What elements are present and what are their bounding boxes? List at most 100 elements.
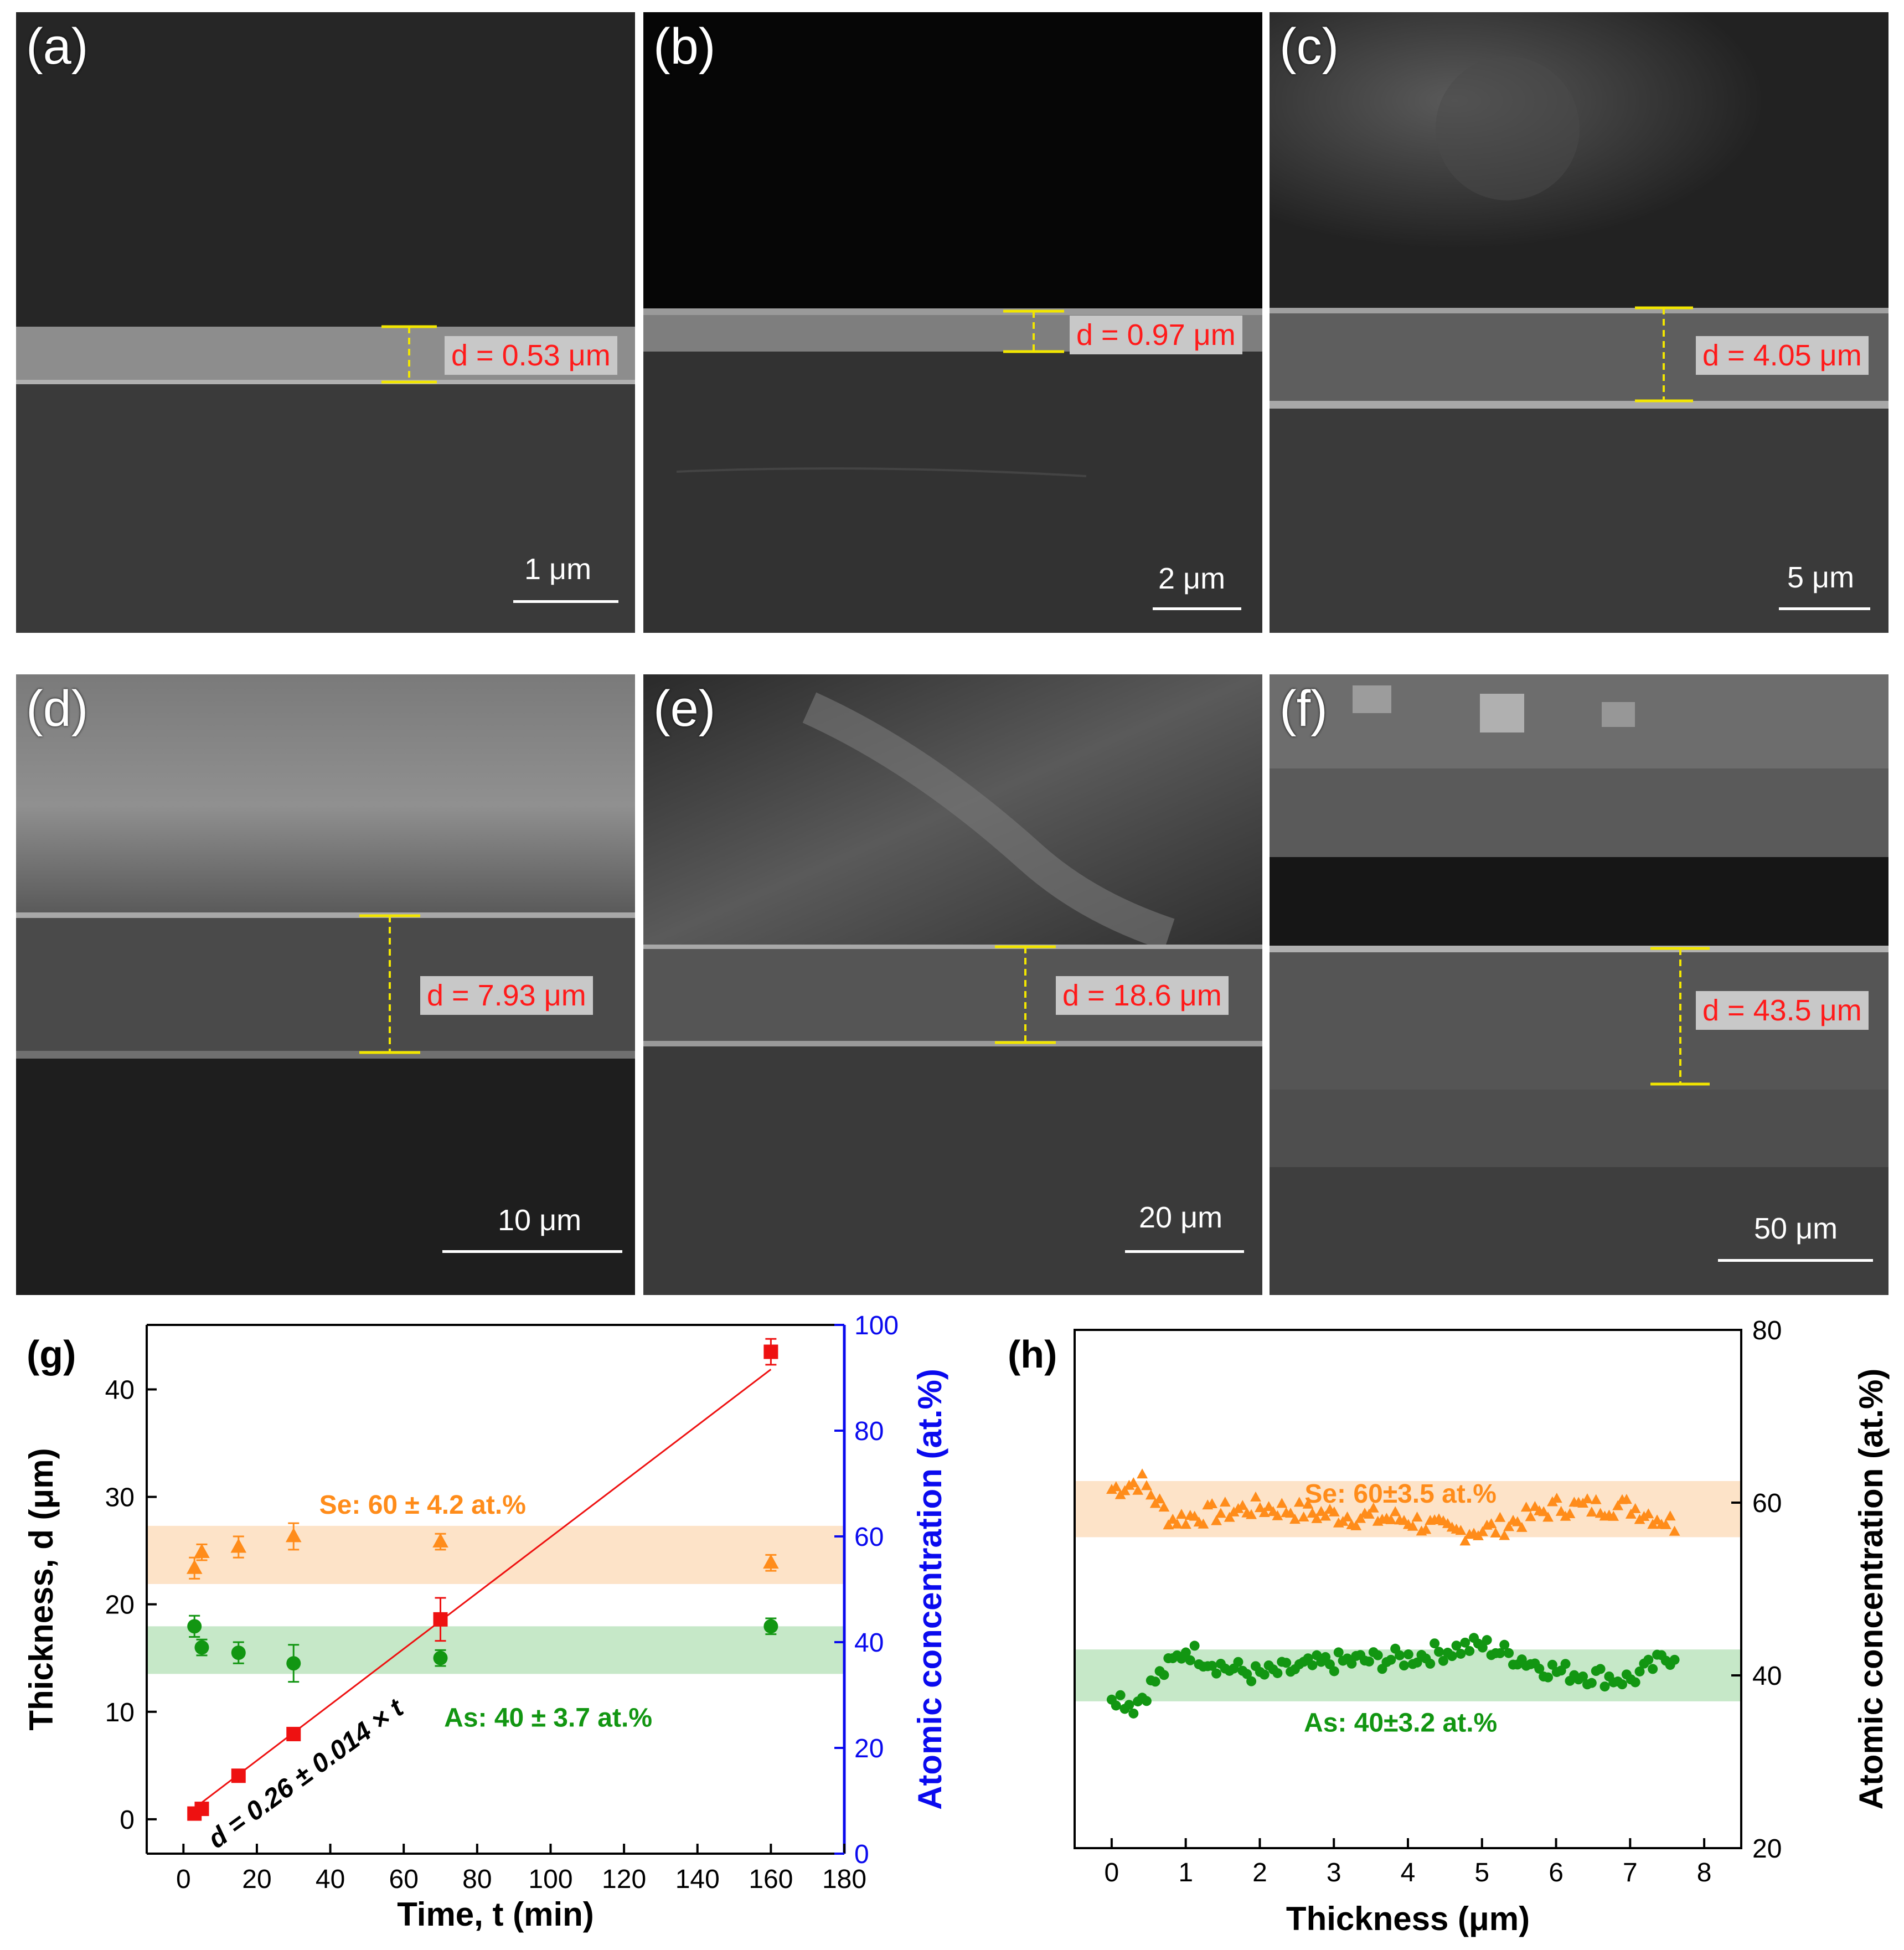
point-s0-34	[1254, 1502, 1266, 1513]
y2tick-label-60: 60	[854, 1523, 884, 1552]
point-s0-57	[1355, 1513, 1366, 1523]
band-label-as: As: 40 ± 3.7 at.%	[444, 1703, 652, 1732]
point-s0-17	[1180, 1519, 1191, 1529]
scalebar-text-e: 20 μm	[1139, 1201, 1223, 1234]
point-s0-45	[1302, 1498, 1314, 1509]
scalebar-text-c: 5 μm	[1787, 561, 1855, 594]
point-s0-85	[1477, 1526, 1488, 1536]
point-s1-98	[1534, 1663, 1545, 1674]
point-s1-82	[1464, 1645, 1475, 1656]
point-s0-105	[1564, 1508, 1576, 1518]
point-s0-70	[1411, 1511, 1423, 1522]
point-s1-38	[1272, 1668, 1283, 1678]
point-s0-25	[1215, 1508, 1226, 1518]
point-s0-0	[1106, 1484, 1117, 1494]
point-s1-85	[1477, 1642, 1488, 1653]
point-s0-24	[1211, 1515, 1222, 1525]
ytick-label-10: 10	[105, 1698, 135, 1727]
ytick-label-20: 20	[105, 1591, 135, 1620]
point-s0-94	[1516, 1521, 1528, 1532]
point-s0-90	[1499, 1530, 1510, 1540]
point-s1-108	[1578, 1671, 1588, 1681]
point-s0-93	[1511, 1516, 1523, 1526]
xtick-label-0: 0	[1105, 1858, 1119, 1887]
point-s0-72	[1420, 1524, 1432, 1534]
point-s0-2	[231, 1768, 246, 1783]
xtick-label-0: 0	[176, 1865, 191, 1894]
point-s1-121	[1634, 1666, 1645, 1676]
point-s1-46	[1307, 1660, 1318, 1670]
y2tick-label-80: 80	[854, 1417, 884, 1446]
point-s1-113	[1599, 1681, 1610, 1692]
point-s1-19	[1189, 1641, 1200, 1651]
point-s1-61	[1372, 1650, 1383, 1660]
chart-g: (g) Se: 60 ± 4.2 at.%As: 40 ± 3.7 at.%d …	[23, 1311, 948, 1933]
sem-image-a	[16, 12, 635, 633]
panel-label-b: (b)	[653, 18, 716, 75]
point-s1-120	[1630, 1677, 1640, 1688]
point-s0-42	[1289, 1514, 1301, 1524]
y2tick-label-100: 100	[854, 1311, 899, 1340]
sem-image-c	[1270, 12, 1888, 633]
point-s1-86	[1482, 1635, 1492, 1645]
point-s0-80	[1455, 1525, 1467, 1535]
point-s2-1	[194, 1640, 209, 1655]
point-s1-4	[432, 1533, 448, 1547]
point-s0-87	[1485, 1518, 1497, 1529]
point-s0-43	[1293, 1497, 1305, 1507]
point-s0-15	[1172, 1518, 1183, 1529]
point-s1-104	[1560, 1659, 1571, 1669]
point-s1-35	[1259, 1669, 1270, 1680]
point-s0-122	[1638, 1511, 1650, 1521]
point-s1-59	[1364, 1656, 1374, 1667]
point-s1-2	[1115, 1690, 1126, 1700]
point-s0-3	[286, 1726, 301, 1741]
point-s1-89	[1495, 1648, 1505, 1658]
scalebar-text-d: 10 μm	[498, 1204, 582, 1237]
point-s0-49	[1320, 1510, 1331, 1521]
xtick-label-2: 2	[1252, 1858, 1267, 1887]
point-s1-78	[1447, 1651, 1457, 1662]
chart-h-panel-label: (h)	[1008, 1333, 1057, 1376]
band-label-as: As: 40±3.2 at.%	[1304, 1708, 1497, 1737]
point-s0-23	[1206, 1498, 1218, 1508]
xtick-label-180: 180	[822, 1865, 866, 1894]
point-s1-18	[1185, 1655, 1195, 1665]
point-s0-5	[763, 1344, 778, 1359]
point-s0-47	[1311, 1513, 1323, 1523]
point-s1-10	[1150, 1676, 1160, 1687]
sem-image-f	[1270, 674, 1888, 1295]
point-s0-64	[1385, 1514, 1397, 1524]
band-label-se: Se: 60 ± 4.2 at.%	[319, 1490, 526, 1520]
panel-label-e: (e)	[653, 680, 716, 737]
point-s1-40	[1281, 1658, 1292, 1668]
point-s0-13	[1163, 1519, 1174, 1530]
point-s0-41	[1285, 1508, 1296, 1518]
point-s0-103	[1555, 1505, 1567, 1516]
band-0	[147, 1525, 844, 1584]
point-s0-4	[1123, 1479, 1135, 1490]
point-s1-4	[1124, 1700, 1134, 1710]
point-s0-104	[1560, 1510, 1571, 1521]
point-s1-55	[1346, 1658, 1357, 1669]
point-s0-35	[1258, 1507, 1270, 1517]
thickness-label-f: d = 43.5 μm	[1696, 991, 1869, 1030]
sem-panel-b: (b) d = 0.97 μm 2 μm	[643, 12, 1262, 633]
xtick-label-3: 3	[1327, 1858, 1341, 1887]
scalebar-line-b	[1153, 607, 1241, 610]
sem-panel-d: (d) d = 7.93 μm 10 μm	[16, 674, 635, 1295]
chart-g-panel-label: (g)	[27, 1333, 76, 1376]
point-s1-52	[1333, 1647, 1344, 1658]
point-s0-3	[1119, 1485, 1131, 1495]
xtick-label-160: 160	[749, 1865, 793, 1894]
xtick-label-100: 100	[528, 1865, 572, 1894]
point-s1-80	[1456, 1648, 1466, 1659]
point-s1-0	[186, 1559, 203, 1574]
point-s0-109	[1582, 1493, 1593, 1504]
point-s1-31	[1242, 1669, 1252, 1679]
point-s1-66	[1395, 1650, 1405, 1660]
ytick-label-60: 60	[1752, 1489, 1782, 1518]
point-s0-39	[1276, 1498, 1288, 1508]
thickness-label-a: d = 0.53 μm	[445, 336, 617, 375]
point-s0-120	[1629, 1503, 1641, 1513]
